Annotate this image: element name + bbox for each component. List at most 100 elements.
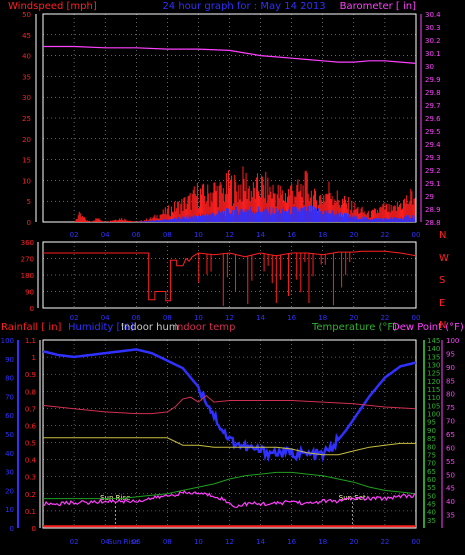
dew-y-tick: 65 xyxy=(446,431,455,439)
wind-y-tick: 20 xyxy=(22,136,31,144)
temp-y-tick: 45 xyxy=(427,500,436,508)
rain-y-tick: 1.1 xyxy=(25,337,36,345)
wind-x-tick: 16 xyxy=(287,231,296,239)
wind-x-tick: 12 xyxy=(225,231,234,239)
wind-y-tick: 10 xyxy=(22,177,31,185)
windspeed-label: Windspeed [mph] xyxy=(8,1,97,12)
baro-y-tick: 29.8 xyxy=(425,89,441,97)
wind-y-tick: 35 xyxy=(22,73,31,81)
direction-y-tick: 360 xyxy=(21,239,34,247)
baro-y-tick: 29.7 xyxy=(425,102,441,110)
wind-x-tick: 00 xyxy=(412,231,421,239)
compass-letter: E xyxy=(439,298,445,309)
temp-x-tick: 12 xyxy=(225,538,234,546)
graph-title: 24 hour graph for : May 14 2013 xyxy=(162,1,325,12)
direction-x-tick: 16 xyxy=(287,314,296,322)
dewpoint-line xyxy=(42,490,417,508)
rain-y-tick: 0.4 xyxy=(25,457,37,465)
rain-y-tick: 0.7 xyxy=(25,405,36,413)
humidity-y-tick: 10 xyxy=(5,506,14,514)
temp-y-tick: 115 xyxy=(427,386,440,394)
wind-y-tick: 0 xyxy=(27,219,31,227)
plot-layer: 0510152025303540455028.828.92929.129.229… xyxy=(1,11,460,546)
temp-y-tick: 140 xyxy=(427,345,440,353)
rain-y-tick: 0.1 xyxy=(25,508,36,516)
temp-x-tick: 00 xyxy=(412,538,421,546)
humidity-y-tick: 0 xyxy=(10,525,14,533)
baro-y-tick: 30.2 xyxy=(425,37,441,45)
wind-x-tick: 14 xyxy=(256,231,265,239)
temp-x-tick: 02 xyxy=(70,538,79,546)
temp-y-tick: 75 xyxy=(427,451,436,459)
baro-y-tick: 29.4 xyxy=(425,141,441,149)
direction-x-tick: 02 xyxy=(70,314,79,322)
dew-y-tick: 85 xyxy=(446,377,455,385)
rain-y-tick: 0.6 xyxy=(25,422,37,430)
temp-x-tick: 16 xyxy=(287,538,296,546)
dew-y-tick: 50 xyxy=(446,471,455,479)
humidity-label: Humidity [%] xyxy=(68,322,134,333)
dew-y-tick: 95 xyxy=(446,350,455,358)
temp-y-tick: 95 xyxy=(427,419,436,427)
temp-y-tick: 60 xyxy=(427,476,436,484)
rain-y-tick: 0 xyxy=(32,525,36,533)
temp-x-tick: 04 xyxy=(101,538,110,546)
humidity-y-tick: 80 xyxy=(5,375,14,383)
direction-line xyxy=(43,250,417,302)
wind-y-tick: 30 xyxy=(22,94,31,102)
direction-x-tick: 08 xyxy=(163,314,172,322)
temp-y-tick: 120 xyxy=(427,378,440,386)
baro-y-tick: 28.9 xyxy=(425,206,441,214)
temp-y-tick: 130 xyxy=(427,362,440,370)
temp-x-tick: 06 xyxy=(132,538,141,546)
indoor-temp-label: Indoor temp xyxy=(174,322,235,333)
wind-x-tick: 20 xyxy=(349,231,358,239)
direction-x-tick: 10 xyxy=(194,314,203,322)
wind-x-tick: 18 xyxy=(318,231,327,239)
temp-y-tick: 50 xyxy=(427,492,436,500)
compass-letter: W xyxy=(439,253,449,264)
wind-x-tick: 02 xyxy=(70,231,79,239)
humidity-y-tick: 20 xyxy=(5,487,14,495)
baro-y-tick: 30 xyxy=(425,63,434,71)
direction-y-tick: 90 xyxy=(25,289,34,297)
temperature-label: Temperature (°F) xyxy=(311,322,397,333)
direction-x-tick: 06 xyxy=(132,314,141,322)
indoor-temp-line xyxy=(42,394,417,415)
baro-y-tick: 30.4 xyxy=(425,11,441,19)
temp-y-tick: 135 xyxy=(427,353,440,361)
temp-y-tick: 65 xyxy=(427,468,436,476)
humidity-y-tick: 90 xyxy=(5,356,14,364)
sunrise-axis-label: Sun Rise xyxy=(108,538,138,546)
wind-x-tick: 04 xyxy=(101,231,110,239)
humidity-y-tick: 50 xyxy=(5,431,14,439)
barometer-label: Barometer [ in] xyxy=(340,1,416,12)
dewpoint-label: Dew Point (°F) xyxy=(392,322,464,333)
wind-y-tick: 15 xyxy=(22,157,31,165)
rain-y-tick: 1 xyxy=(32,354,36,362)
compass-letter: S xyxy=(439,275,445,286)
temp-x-tick: 20 xyxy=(349,538,358,546)
dew-y-tick: 40 xyxy=(446,498,455,506)
temp-x-tick: 10 xyxy=(194,538,203,546)
temp-y-tick: 80 xyxy=(427,443,436,451)
dew-y-tick: 70 xyxy=(446,418,455,426)
baro-y-tick: 29.3 xyxy=(425,154,441,162)
sunrise-label: Sun Rise xyxy=(100,494,130,502)
wind-y-tick: 50 xyxy=(22,11,31,19)
baro-y-tick: 29 xyxy=(425,193,434,201)
rain-y-tick: 0.5 xyxy=(25,440,36,448)
dew-y-tick: 45 xyxy=(446,485,455,493)
baro-y-tick: 29.9 xyxy=(425,76,441,84)
wind-x-tick: 22 xyxy=(380,231,389,239)
dew-y-tick: 80 xyxy=(446,391,455,399)
temp-y-tick: 100 xyxy=(427,411,440,419)
rain-y-tick: 0.8 xyxy=(25,388,36,396)
humidity-y-tick: 70 xyxy=(5,393,14,401)
temp-y-tick: 90 xyxy=(427,427,436,435)
temp-y-tick: 125 xyxy=(427,370,440,378)
baro-y-tick: 28.8 xyxy=(425,219,441,227)
humidity-y-tick: 40 xyxy=(5,450,14,458)
dew-y-tick: 75 xyxy=(446,404,455,412)
